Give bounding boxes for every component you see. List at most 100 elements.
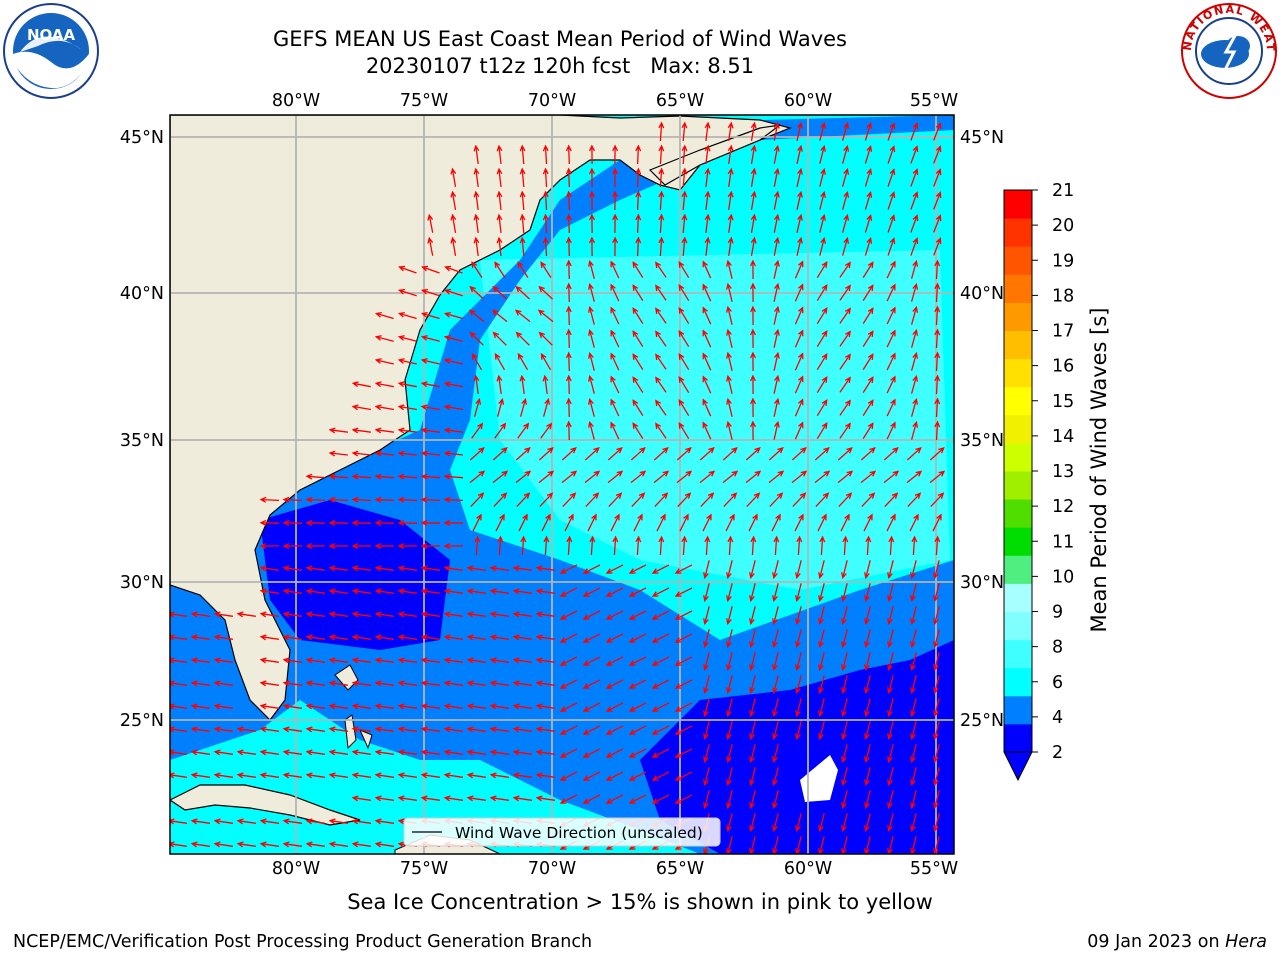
- wave-direction-arrow: [837, 447, 853, 461]
- colorbar-label: Mean Period of Wind Waves [s]: [1087, 308, 1111, 633]
- wave-direction-arrow: [582, 771, 601, 781]
- wave-direction-arrow: [795, 629, 802, 649]
- wave-direction-arrow: [489, 634, 509, 641]
- wave-direction-arrow: [612, 535, 619, 556]
- wave-direction-arrow: [535, 726, 555, 733]
- wave-direction-arrow: [703, 675, 710, 695]
- wave-direction-arrow: [772, 583, 779, 603]
- wave-direction-arrow: [910, 259, 919, 279]
- wave-direction-arrow: [841, 744, 848, 764]
- wave-direction-arrow: [773, 144, 780, 164]
- wave-direction-arrow: [582, 610, 601, 620]
- wave-direction-arrow: [351, 381, 371, 388]
- noaa-logo: NOAA: [3, 3, 99, 99]
- wave-direction-arrow: [468, 309, 485, 323]
- colorbar-segment: [1004, 527, 1032, 556]
- wave-direction-arrow: [839, 330, 851, 347]
- wave-direction-arrow: [466, 657, 486, 664]
- wave-direction-arrow: [749, 698, 756, 718]
- wave-direction-arrow: [469, 285, 485, 300]
- wave-direction-arrow: [911, 535, 918, 556]
- wave-direction-arrow: [795, 813, 802, 833]
- wave-direction-arrow: [374, 841, 394, 848]
- wave-direction-arrow: [328, 749, 348, 756]
- colorbar-segment: [1004, 611, 1032, 641]
- wave-direction-arrow: [864, 213, 873, 233]
- wave-direction-arrow: [519, 190, 526, 211]
- wave-direction-arrow: [190, 841, 210, 848]
- wave-direction-arrow: [632, 353, 644, 370]
- colorbar-segment: [1004, 555, 1032, 584]
- wave-direction-arrow: [746, 492, 761, 508]
- wave-direction-arrow: [608, 492, 623, 508]
- wave-direction-arrow: [703, 606, 710, 626]
- wave-direction-arrow: [722, 470, 739, 484]
- wave-direction-arrow: [213, 703, 233, 710]
- wave-direction-arrow: [443, 311, 463, 320]
- wave-direction-arrow: [651, 610, 670, 620]
- wave-direction-arrow: [934, 374, 941, 395]
- wave-direction-arrow: [726, 698, 733, 718]
- wave-direction-arrow: [565, 328, 572, 349]
- wave-direction-arrow: [374, 749, 394, 756]
- wave-direction-arrow: [397, 381, 417, 388]
- wave-direction-arrow: [772, 813, 779, 833]
- wave-direction-arrow: [397, 611, 417, 618]
- wave-direction-arrow: [473, 144, 480, 164]
- wave-direction-arrow: [328, 818, 348, 825]
- wave-direction-arrow: [170, 841, 187, 848]
- wave-direction-arrow: [842, 535, 849, 556]
- wave-direction-arrow: [654, 492, 669, 508]
- wave-direction-arrow: [489, 703, 509, 710]
- wave-direction-arrow: [420, 841, 440, 848]
- wave-direction-arrow: [796, 121, 803, 141]
- wave-direction-arrow: [796, 167, 803, 187]
- wave-direction-arrow: [841, 583, 848, 603]
- wave-direction-arrow: [628, 564, 647, 574]
- wave-direction-arrow: [397, 519, 418, 526]
- wave-direction-arrow: [678, 376, 690, 394]
- wave-direction-arrow: [864, 744, 871, 764]
- wave-direction-arrow: [632, 376, 644, 393]
- wave-direction-arrow: [420, 519, 441, 526]
- wave-direction-arrow: [749, 790, 756, 810]
- wave-direction-arrow: [632, 261, 644, 278]
- wave-direction-arrow: [656, 513, 666, 532]
- colorbar-frame: [1003, 189, 1033, 753]
- wave-direction-arrow: [726, 675, 733, 695]
- wave-direction-arrow: [841, 121, 850, 141]
- wave-direction-arrow: [190, 772, 210, 779]
- wave-direction-arrow: [444, 265, 463, 274]
- wave-direction-arrow: [658, 190, 665, 211]
- wave-direction-arrow: [582, 840, 601, 850]
- wave-direction-arrow: [910, 790, 917, 810]
- wave-direction-arrow: [537, 309, 554, 323]
- wave-direction-arrow: [862, 330, 874, 347]
- wave-direction-arrow: [374, 358, 394, 365]
- wave-direction-arrow: [841, 836, 848, 854]
- wave-direction-arrow: [605, 840, 624, 850]
- wave-direction-arrow: [794, 283, 804, 302]
- wave-direction-arrow: [887, 790, 894, 810]
- wave-direction-arrow: [910, 698, 917, 718]
- wave-direction-arrow: [466, 795, 486, 802]
- wave-direction-arrow: [933, 191, 942, 210]
- wave-direction-arrow: [535, 772, 555, 779]
- wave-direction-arrow: [887, 698, 894, 718]
- wave-direction-arrow: [473, 167, 480, 187]
- wave-direction-arrow: [565, 190, 572, 211]
- wave-direction-arrow: [907, 492, 922, 508]
- wave-direction-arrow: [496, 397, 505, 417]
- wave-direction-arrow: [541, 513, 551, 532]
- wave-direction-arrow: [819, 144, 826, 164]
- wave-direction-arrow: [750, 236, 757, 257]
- wave-direction-arrow: [494, 261, 506, 278]
- wave-direction-arrow: [794, 375, 804, 394]
- wave-direction-arrow: [559, 702, 578, 712]
- wave-direction-arrow: [674, 725, 693, 735]
- wave-direction-arrow: [910, 721, 917, 741]
- wave-direction-arrow: [351, 772, 371, 779]
- wave-direction-arrow: [328, 680, 348, 687]
- wave-direction-arrow: [750, 374, 756, 395]
- wave-direction-arrow: [443, 335, 463, 342]
